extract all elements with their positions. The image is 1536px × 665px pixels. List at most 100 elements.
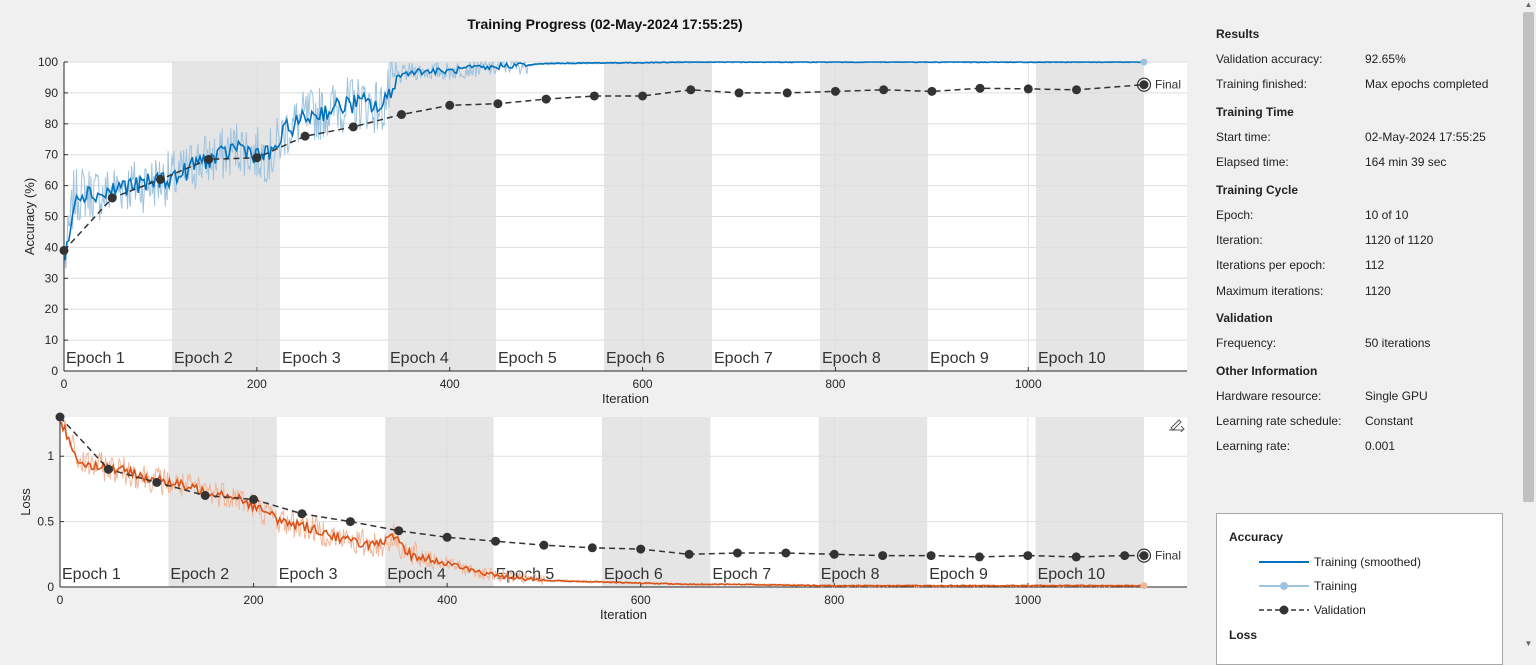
- x-axis-label: Iteration: [602, 391, 649, 406]
- other-info-title: Other Information: [1216, 364, 1318, 378]
- scroll-thumb[interactable]: [1523, 12, 1534, 502]
- validation-point: [397, 110, 406, 120]
- validation-point: [1071, 552, 1081, 562]
- hardware-label: Hardware resource:: [1216, 389, 1322, 403]
- validation-point: [781, 548, 791, 558]
- validation-point: [1023, 84, 1033, 94]
- epoch-label: Epoch 6: [604, 566, 663, 583]
- learning-rate-label: Learning rate:: [1216, 439, 1291, 453]
- validation-point: [926, 551, 936, 561]
- validation-point: [589, 91, 599, 101]
- training-smoothed-line: [60, 421, 1144, 587]
- validation-point: [830, 86, 840, 96]
- training-finished-label: Training finished:: [1216, 77, 1307, 91]
- validation-point: [878, 551, 888, 561]
- epoch-label: Epoch 8: [821, 566, 880, 583]
- epoch-label: Epoch 1: [66, 350, 125, 367]
- validation-point: [252, 153, 262, 163]
- validation-accuracy-label: Validation accuracy:: [1216, 52, 1323, 66]
- validation-line: [59, 416, 1144, 558]
- epoch-label: Epoch 7: [714, 350, 773, 367]
- scroll-down-icon[interactable]: ▼: [1524, 639, 1533, 648]
- x-tick-label: 600: [631, 593, 651, 607]
- learning-rate-value: 0.001: [1365, 439, 1396, 453]
- validation-point: [975, 83, 985, 93]
- max-iterations-value: 1120: [1365, 284, 1391, 298]
- start-time-value: 02-May-2024 17:55:25: [1365, 130, 1486, 144]
- validation-point: [879, 85, 889, 95]
- final-marker-icon: [1136, 548, 1152, 563]
- legend-panel: Accuracy Training (smoothed) Training Va…: [1216, 513, 1503, 665]
- y-tick-label: 60: [45, 179, 59, 193]
- epoch-label: Epoch 9: [929, 566, 988, 583]
- validation-point: [539, 540, 549, 550]
- y-tick-label: 80: [45, 117, 59, 131]
- validation-point: [155, 174, 165, 184]
- iteration-label: Iteration:: [1216, 233, 1263, 247]
- validation-point: [300, 131, 310, 141]
- y-tick-label: 50: [45, 210, 59, 224]
- x-tick-label: 0: [61, 377, 68, 391]
- validation-point: [587, 543, 597, 553]
- epoch-shade: [818, 417, 928, 587]
- elapsed-time-label: Elapsed time:: [1216, 155, 1289, 169]
- y-axis-label: Loss: [18, 488, 33, 516]
- epoch-label: Epoch 4: [390, 350, 449, 367]
- validation-point: [686, 85, 696, 95]
- y-tick-label: 1: [47, 449, 54, 463]
- frequency-label: Frequency:: [1216, 336, 1277, 350]
- validation-point: [348, 122, 358, 132]
- validation-point: [734, 88, 744, 98]
- epoch-label: Epoch 1: [62, 566, 121, 583]
- legend-validation-label: Validation: [1314, 603, 1366, 617]
- vertical-scrollbar[interactable]: ▲ ▼: [1521, 0, 1536, 650]
- validation-point: [927, 86, 937, 96]
- validation-point: [1023, 551, 1033, 561]
- y-tick-label: 40: [45, 240, 59, 254]
- epoch-label: Epoch:: [1216, 208, 1254, 222]
- y-tick-label: 30: [45, 271, 59, 285]
- y-tick-label: 0.5: [37, 515, 54, 529]
- training-time-title: Training Time: [1216, 105, 1294, 119]
- validation-point: [59, 245, 69, 255]
- validation-point: [1139, 551, 1149, 561]
- validation-point: [974, 552, 984, 562]
- validation-point: [249, 494, 259, 504]
- legend-accuracy-title: Accuracy: [1229, 530, 1284, 544]
- scroll-up-icon[interactable]: ▲: [1524, 0, 1533, 9]
- validation-accuracy-value: 92.65%: [1365, 52, 1406, 66]
- validation-point: [107, 193, 117, 203]
- validation-point: [491, 536, 501, 546]
- legend-smoothed-label: Training (smoothed): [1314, 555, 1421, 569]
- iterations-per-epoch-label: Iterations per epoch:: [1216, 258, 1326, 272]
- validation-line: [63, 83, 1145, 252]
- elapsed-time-value: 164 min 39 sec: [1365, 155, 1447, 169]
- validation-point: [493, 99, 503, 109]
- loss-plot: 0 0.5 1 0 200 400 600 800 1000 Epoch 1 Epoch 2 Epoc…: [18, 412, 1187, 622]
- epoch-label: Epoch 9: [930, 350, 989, 367]
- validation-point: [445, 100, 455, 110]
- validation-point: [638, 91, 648, 101]
- training-end-point: [1140, 582, 1148, 590]
- x-tick-label: 800: [825, 377, 845, 391]
- epoch-label: Epoch 8: [822, 350, 881, 367]
- export-plot-icon[interactable]: [1168, 416, 1186, 433]
- validation-point: [541, 94, 551, 104]
- results-title: Results: [1216, 27, 1260, 41]
- page-title: Training Progress (02-May-2024 17:55:25): [467, 16, 743, 32]
- epoch-label: Epoch 6: [606, 350, 665, 367]
- epoch-shade: [385, 417, 494, 587]
- legend-swatches: [1259, 561, 1309, 615]
- x-tick-label: 1000: [1015, 377, 1042, 391]
- validation-point: [684, 549, 694, 559]
- final-label: Final: [1155, 549, 1181, 563]
- validation-point: [55, 412, 65, 422]
- validation-point: [297, 509, 307, 519]
- lr-schedule-label: Learning rate schedule:: [1216, 414, 1342, 428]
- x-tick-label: 1000: [1015, 593, 1042, 607]
- lr-schedule-value: Constant: [1365, 414, 1414, 428]
- x-tick-label: 400: [440, 377, 460, 391]
- legend-validation-marker: [1279, 605, 1289, 615]
- x-tick-label: 400: [437, 593, 457, 607]
